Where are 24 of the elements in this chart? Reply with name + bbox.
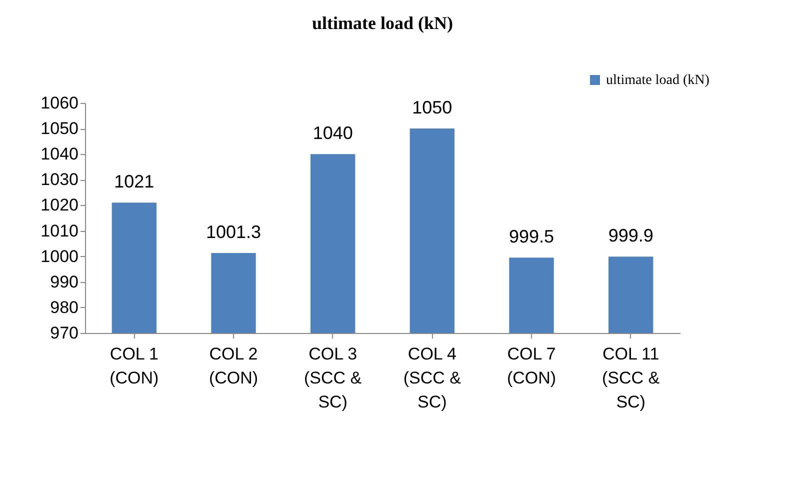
y-tick-label: 980	[50, 298, 78, 317]
x-tick-label: COL 4 (SCC & SC)	[403, 344, 462, 412]
y-tick-label: 1000	[40, 246, 78, 266]
legend-label: ultimate load (kN)	[606, 73, 710, 88]
y-tick-label: 1030	[40, 170, 78, 190]
x-tick-label: COL 3 (SCC & SC)	[304, 344, 362, 412]
y-tick-label: 970	[50, 324, 78, 342]
data-label: 1040	[312, 123, 353, 144]
y-tick-label: 1020	[40, 196, 78, 215]
y-tick-label: 1050	[40, 119, 78, 138]
y-tick-label: 1060	[40, 94, 78, 112]
x-tick-label: COL 2 (CON)	[208, 344, 258, 388]
y-tick-label: 1010	[40, 221, 78, 240]
chart-title: ultimate load (kN)	[312, 13, 453, 33]
x-tick-label: COL 1 (CON)	[110, 344, 159, 388]
data-label: 1050	[412, 98, 452, 118]
x-tick-label: COL 7 (CON)	[506, 344, 556, 388]
y-tick-label: 1040	[40, 144, 78, 164]
x-tick-label: COL 11 (SCC & SC)	[602, 344, 660, 412]
data-label: 999.5	[508, 226, 554, 247]
data-label: 1001.3	[206, 222, 262, 242]
y-tick-label: 990	[50, 272, 78, 292]
data-label: 1021	[114, 172, 154, 192]
data-label: 999.9	[608, 226, 654, 246]
